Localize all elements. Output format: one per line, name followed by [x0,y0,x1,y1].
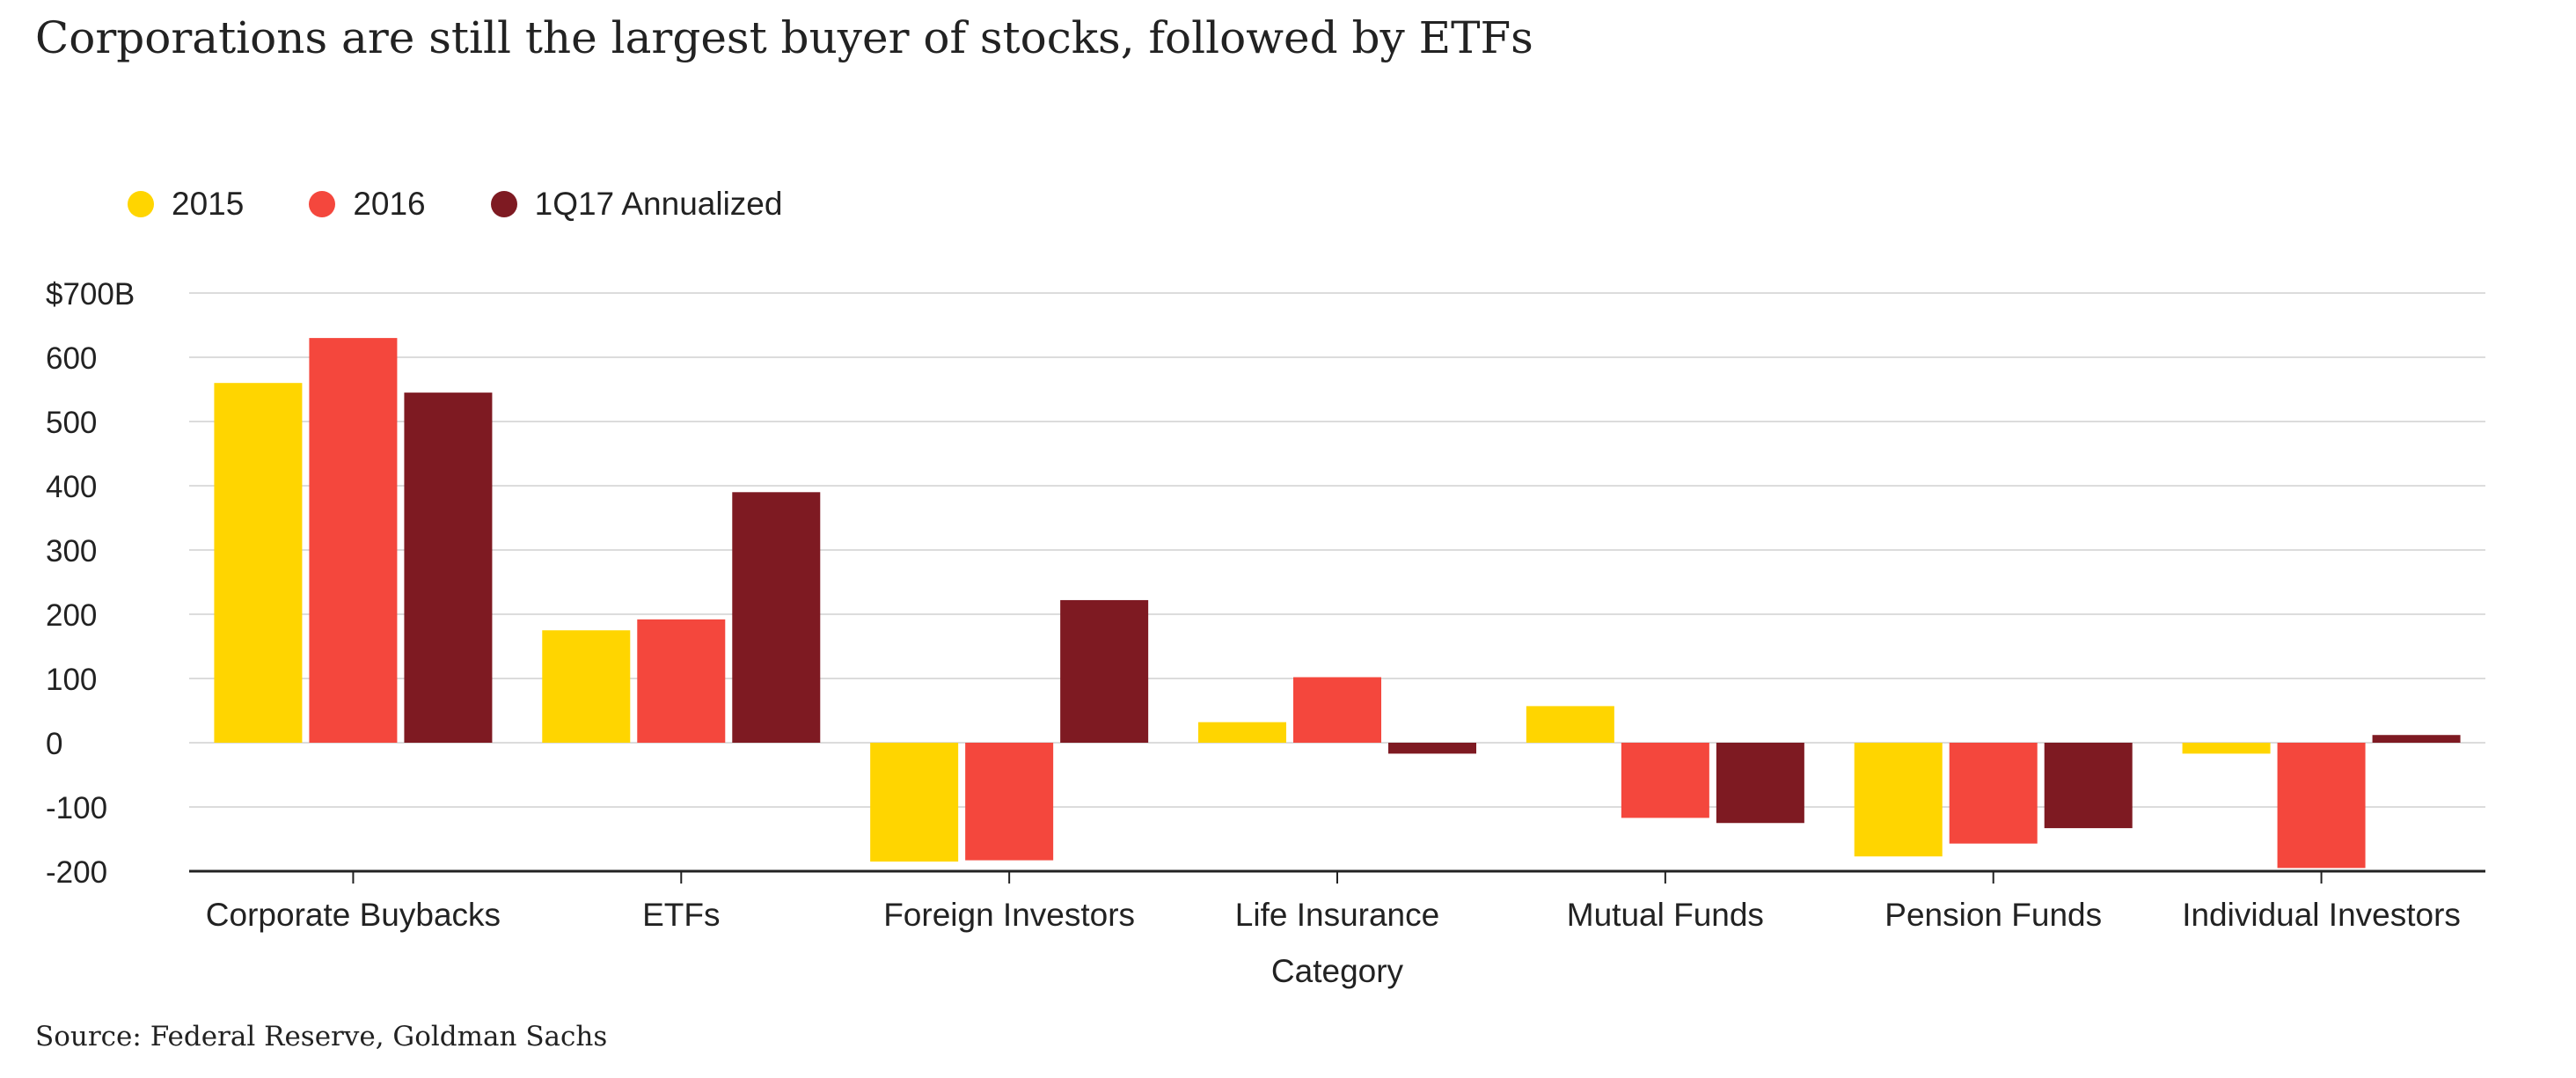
legend-item-2015: 2015 [128,186,244,223]
x-tick-label: Individual Investors [2182,897,2461,933]
bar [2182,743,2271,754]
y-tick-label: 400 [46,470,97,504]
bar [2372,735,2461,743]
x-tick-label: Pension Funds [1884,897,2102,933]
bar [1293,677,1381,743]
legend-item-2016: 2016 [309,186,426,223]
x-tick-label: ETFs [642,897,720,933]
x-tick-label: Corporate Buybacks [206,897,501,933]
bar [309,338,398,743]
y-tick-label: -200 [46,855,107,890]
chart-title: Corporations are still the largest buyer… [35,12,1533,63]
bar [1621,743,1709,818]
y-tick-label: $700B [46,277,135,312]
bar [1854,743,1943,857]
bar [1060,599,1149,743]
legend-item-1q17: 1Q17 Annualized [490,186,783,223]
y-tick-label: 200 [46,598,97,633]
bar [1198,722,1286,743]
x-axis-title: Category [1271,953,1404,989]
x-tick-label: Foreign Investors [883,897,1135,933]
bar [404,392,493,743]
bar [1949,743,2038,844]
y-tick-label: 0 [46,727,62,761]
legend-label-1q17: 1Q17 Annualized [534,186,783,222]
bar [2277,743,2366,869]
y-tick-label: -100 [46,791,107,825]
y-tick-label: 300 [46,534,97,568]
x-tick-label: Life Insurance [1235,897,1439,933]
bar [542,630,631,743]
chart-source: Source: Federal Reserve, Goldman Sachs [35,1021,608,1052]
legend-swatch-2015 [128,191,154,217]
bar [2044,743,2133,829]
x-tick-label: Mutual Funds [1567,897,1764,933]
bar [870,743,959,862]
bar [732,492,821,743]
bar [214,383,303,743]
legend-label-2016: 2016 [353,186,426,222]
chart-legend: 2015 2016 1Q17 Annualized [128,183,847,225]
bar [1716,743,1804,824]
legend-swatch-1q17 [490,191,517,217]
bar [637,619,726,743]
bar [1526,706,1614,743]
bar [1388,743,1476,754]
y-tick-label: 600 [46,341,97,376]
legend-label-2015: 2015 [172,186,245,222]
y-tick-label: 100 [46,663,97,697]
bar [965,743,1054,861]
y-tick-label: 500 [46,406,97,440]
legend-swatch-2016 [309,191,336,217]
